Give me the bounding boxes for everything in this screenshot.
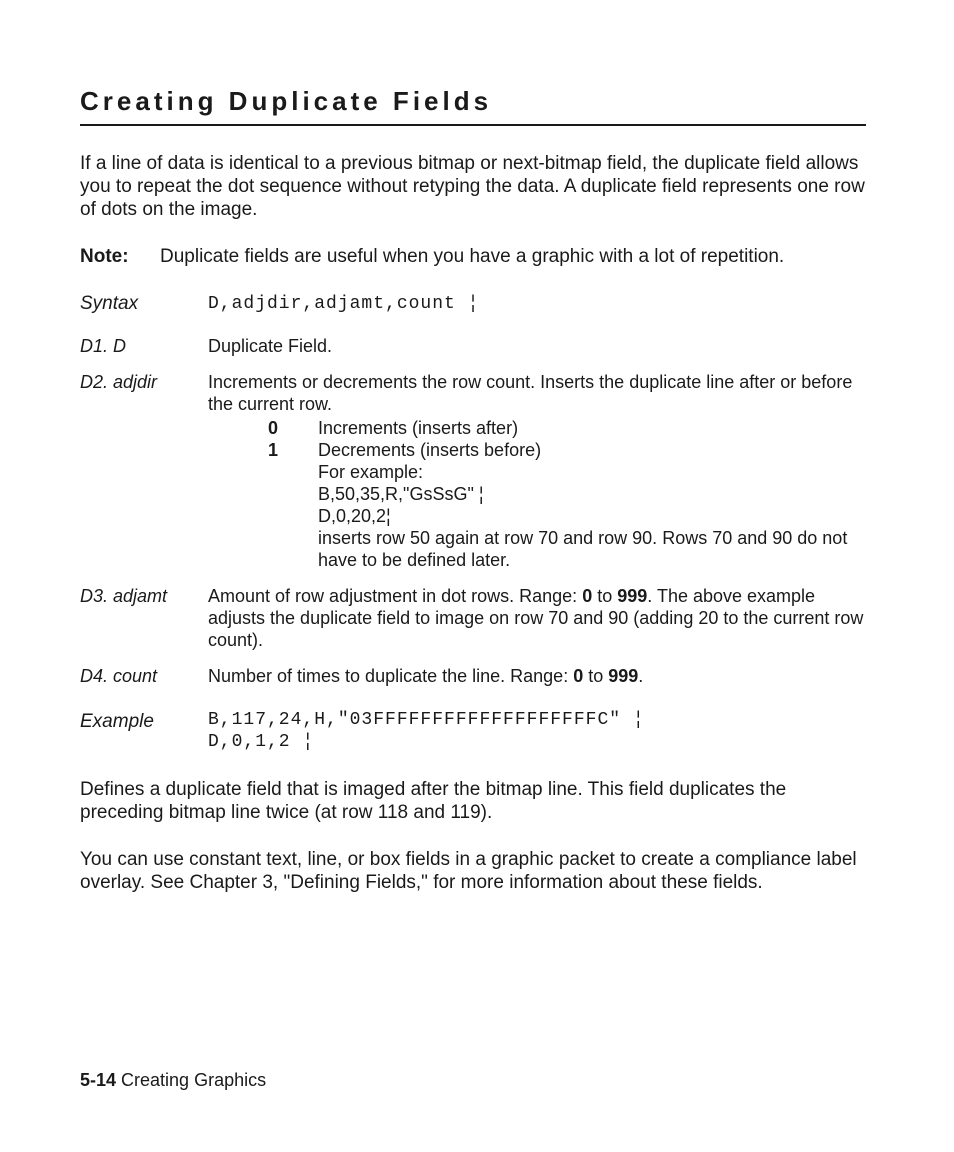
d2-option-0: 0 Increments (inserts after) [268,418,866,440]
d4-pre: Number of times to duplicate the line. R… [208,666,573,686]
d4-label: D4. count [80,666,208,688]
d3-label: D3. adjamt [80,586,208,652]
d2-option-1: 1 Decrements (inserts before) [268,440,866,462]
d1-label: D1. D [80,336,208,358]
d3-row: D3. adjamt Amount of row adjustment in d… [80,586,866,652]
syntax-code: D,adjdir,adjamt,count ¦ [208,294,479,314]
syntax-label: Syntax [80,292,208,316]
tail-paragraph-1: Defines a duplicate field that is imaged… [80,778,866,824]
d2-body: Increments or decrements the row count. … [208,372,866,572]
d3-range-low: 0 [582,586,592,606]
d4-mid: to [583,666,608,686]
d2-opt0-key: 0 [268,418,318,440]
tail-paragraph-2: You can use constant text, line, or box … [80,848,866,894]
page-number: 5-14 [80,1070,116,1090]
section-title: Creating Duplicate Fields [80,86,866,126]
intro-paragraph: If a line of data is identical to a prev… [80,152,866,222]
d2-example-lead: For example: [318,462,866,484]
d2-intro: Increments or decrements the row count. … [208,372,852,414]
page-footer: 5-14 Creating Graphics [80,1070,266,1092]
example-line2: D,0,1,2 ¦ [208,732,866,754]
d2-example-block: For example: B,50,35,R,"GsSsG" ¦ D,0,20,… [268,462,866,572]
d2-opt1-key: 1 [268,440,318,462]
syntax-row: Syntax D,adjdir,adjamt,count ¦ [80,292,866,316]
d2-label: D2. adjdir [80,372,208,572]
example-row: Example B,117,24,H,"03FFFFFFFFFFFFFFFFFF… [80,710,866,754]
d1-text: Duplicate Field. [208,336,866,358]
d4-body: Number of times to duplicate the line. R… [208,666,866,688]
note-block: Note: Duplicate fields are useful when y… [80,245,866,268]
example-line1: B,117,24,H,"03FFFFFFFFFFFFFFFFFFFC" ¦ [208,710,866,732]
d2-opt0-val: Increments (inserts after) [318,418,866,440]
d3-body: Amount of row adjustment in dot rows. Ra… [208,586,866,652]
d4-range-high: 999 [608,666,638,686]
d3-mid: to [592,586,617,606]
d4-row: D4. count Number of times to duplicate t… [80,666,866,688]
page: Creating Duplicate Fields If a line of d… [0,0,954,1152]
d2-example-line1: B,50,35,R,"GsSsG" ¦ [318,484,866,506]
d2-example-line2: D,0,20,2¦ [318,506,866,528]
d3-range-high: 999 [617,586,647,606]
d4-range-low: 0 [573,666,583,686]
note-text: Duplicate fields are useful when you hav… [160,245,866,268]
footer-chapter: Creating Graphics [116,1070,266,1090]
d2-opt1-val: Decrements (inserts before) [318,440,866,462]
example-label: Example [80,710,208,754]
d2-example-tail: inserts row 50 again at row 70 and row 9… [318,528,866,572]
d2-options: 0 Increments (inserts after) 1 Decrement… [268,418,866,572]
note-label: Note: [80,245,160,268]
d4-post: . [638,666,643,686]
d3-pre: Amount of row adjustment in dot rows. Ra… [208,586,582,606]
d2-row: D2. adjdir Increments or decrements the … [80,372,866,572]
d1-row: D1. D Duplicate Field. [80,336,866,358]
example-body: B,117,24,H,"03FFFFFFFFFFFFFFFFFFFC" ¦ D,… [208,710,866,754]
